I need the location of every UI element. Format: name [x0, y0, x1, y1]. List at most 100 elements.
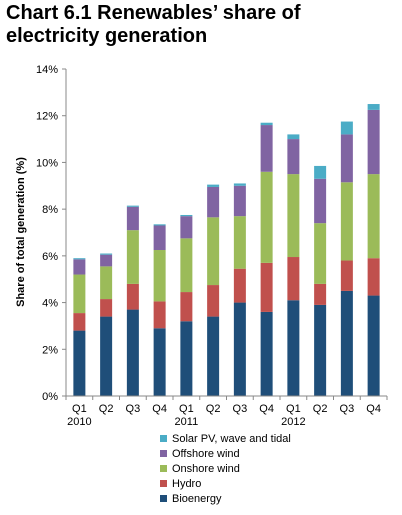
y-tick-label: 8%	[42, 204, 58, 216]
y-tick-label: 14%	[36, 64, 58, 76]
bar-segment	[207, 316, 220, 396]
legend-item: Offshore wind	[160, 446, 291, 461]
legend-swatch	[160, 495, 167, 502]
bar-segment	[367, 258, 380, 296]
bar-segment	[260, 262, 273, 312]
bar-segment	[314, 223, 327, 284]
bar-segment	[100, 253, 113, 255]
bar-segment	[180, 321, 193, 396]
bar-stacks	[73, 104, 380, 396]
x-tick-label: Q4	[366, 403, 381, 415]
bar-segment	[100, 299, 113, 317]
axes	[65, 69, 387, 397]
y-axis-label: Share of total generation (%)	[15, 157, 27, 307]
bar-segment	[233, 185, 246, 217]
bar-segment	[180, 292, 193, 322]
y-tick-label: 6%	[42, 251, 58, 263]
bar-segment	[233, 268, 246, 303]
legend-item: Onshore wind	[160, 461, 291, 476]
legend-label: Offshore wind	[172, 447, 240, 460]
y-tick-label: 12%	[36, 111, 58, 123]
bar-segment	[73, 330, 86, 396]
bar-segment	[340, 182, 353, 261]
bar-segment	[73, 258, 86, 260]
bar-segment	[340, 290, 353, 396]
bar-segment	[207, 184, 220, 187]
bar-segment	[100, 266, 113, 300]
legend-item: Hydro	[160, 476, 291, 491]
legend-swatch	[160, 435, 167, 442]
x-tick-label: Q1	[179, 403, 194, 415]
legend-label: Hydro	[172, 477, 202, 490]
x-tick-label: Q4	[152, 403, 167, 415]
bar-segment	[207, 186, 220, 218]
bar-segment	[233, 216, 246, 269]
bar-segment	[126, 206, 139, 231]
bar-segment	[260, 122, 273, 126]
bar-segment	[207, 217, 220, 286]
x-tick-label: Q4	[259, 403, 274, 415]
bar-segment	[233, 302, 246, 396]
x-year-label: 2012	[281, 416, 305, 428]
y-axis-ticks: 0% 2% 4% 6% 8% 10% 12% 14%	[36, 64, 66, 403]
bar-segment	[153, 328, 166, 396]
bar-segment	[287, 134, 300, 140]
chart-title-line-1: Chart 6.1 Renewables’ share of	[6, 2, 301, 24]
bar-segment	[340, 260, 353, 291]
legend-label: Onshore wind	[172, 462, 240, 475]
x-tick-label: Q1	[72, 403, 87, 415]
bar-segment	[314, 178, 327, 224]
bar-segment	[314, 304, 327, 396]
bar-segment	[126, 205, 139, 207]
bar-segment	[260, 311, 273, 396]
bar-segment	[287, 300, 300, 396]
bar-segment	[180, 216, 193, 239]
x-tick-label: Q2	[206, 403, 221, 415]
bar-segment	[73, 274, 86, 314]
bar-segment	[180, 238, 193, 293]
x-tick-label: Q3	[126, 403, 141, 415]
x-axis-ticks: Q1 Q2 Q3 Q4 Q1 Q2 Q3 Q4 Q1 Q2 Q3 Q4 2010 2011 2012	[65, 396, 388, 428]
bar-segment	[180, 214, 193, 217]
legend-swatch	[160, 480, 167, 487]
y-tick-label: 0%	[42, 391, 58, 403]
x-tick-label: Q1	[286, 403, 301, 415]
x-year-label: 2010	[67, 416, 91, 428]
bar-segment	[73, 313, 86, 331]
legend-swatch	[160, 465, 167, 472]
legend-item: Bioenergy	[160, 491, 291, 506]
x-tick-label: Q2	[99, 403, 114, 415]
bar-segment	[126, 230, 139, 284]
legend: Solar PV, wave and tidal Offshore wind Ons…	[160, 431, 291, 506]
bar-segment	[314, 165, 327, 179]
bar-segment	[260, 171, 273, 263]
x-tick-label: Q3	[340, 403, 355, 415]
y-tick-label: 10%	[36, 157, 58, 169]
bar-segment	[153, 225, 166, 251]
bar-segment	[100, 254, 113, 267]
bar-segment	[367, 174, 380, 259]
legend-swatch	[160, 450, 167, 457]
bar-segment	[126, 309, 139, 396]
chart-title-line-2: electricity generation	[6, 25, 208, 47]
bar-segment	[100, 316, 113, 396]
bar-segment	[233, 183, 246, 186]
legend-label: Solar PV, wave and tidal	[172, 432, 291, 445]
bar-segment	[73, 259, 86, 275]
bar-segment	[340, 134, 353, 183]
y-tick-label: 4%	[42, 298, 58, 310]
y-tick-label: 2%	[42, 344, 58, 356]
bar-segment	[126, 283, 139, 310]
x-year-label: 2011	[175, 416, 199, 428]
bar-segment	[287, 139, 300, 175]
bar-segment	[153, 301, 166, 329]
bar-segment	[340, 121, 353, 135]
x-tick-label: Q3	[233, 403, 248, 415]
bar-segment	[367, 109, 380, 175]
bar-segment	[260, 125, 273, 172]
legend-label: Bioenergy	[172, 492, 222, 505]
chart-title: Chart 6.1 Renewables’ share of electrici…	[6, 2, 396, 48]
bar-segment	[287, 174, 300, 258]
x-tick-label: Q2	[313, 403, 328, 415]
